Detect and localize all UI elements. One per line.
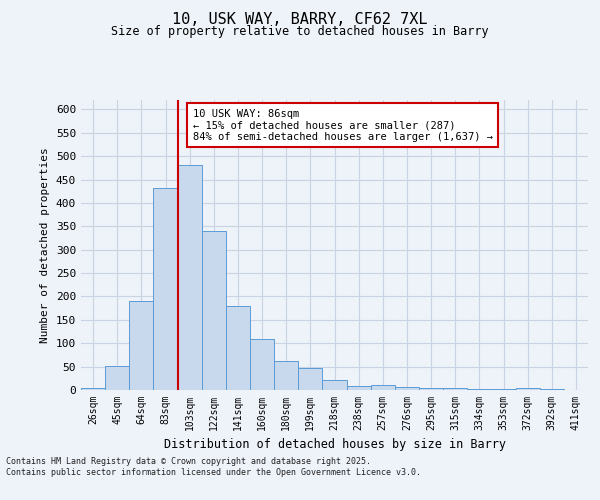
Bar <box>467 389 491 390</box>
Text: 10, USK WAY, BARRY, CF62 7XL: 10, USK WAY, BARRY, CF62 7XL <box>172 12 428 28</box>
Bar <box>202 231 226 390</box>
Bar <box>419 388 443 390</box>
Text: Size of property relative to detached houses in Barry: Size of property relative to detached ho… <box>111 25 489 38</box>
Bar <box>298 368 322 390</box>
Bar <box>491 389 515 390</box>
Bar <box>443 388 467 390</box>
Text: Contains HM Land Registry data © Crown copyright and database right 2025.
Contai: Contains HM Land Registry data © Crown c… <box>6 458 421 477</box>
Bar <box>81 388 105 390</box>
Bar <box>322 380 347 390</box>
X-axis label: Distribution of detached houses by size in Barry: Distribution of detached houses by size … <box>163 438 505 452</box>
Bar <box>540 389 564 390</box>
Bar <box>250 338 274 390</box>
Bar <box>395 387 419 390</box>
Bar <box>178 166 202 390</box>
Y-axis label: Number of detached properties: Number of detached properties <box>40 147 50 343</box>
Bar <box>129 301 154 390</box>
Bar <box>226 306 250 390</box>
Bar <box>347 386 371 390</box>
Bar <box>515 388 540 390</box>
Bar <box>274 361 298 390</box>
Bar <box>371 386 395 390</box>
Text: 10 USK WAY: 86sqm
← 15% of detached houses are smaller (287)
84% of semi-detache: 10 USK WAY: 86sqm ← 15% of detached hous… <box>193 108 493 142</box>
Bar <box>154 188 178 390</box>
Bar <box>105 366 129 390</box>
